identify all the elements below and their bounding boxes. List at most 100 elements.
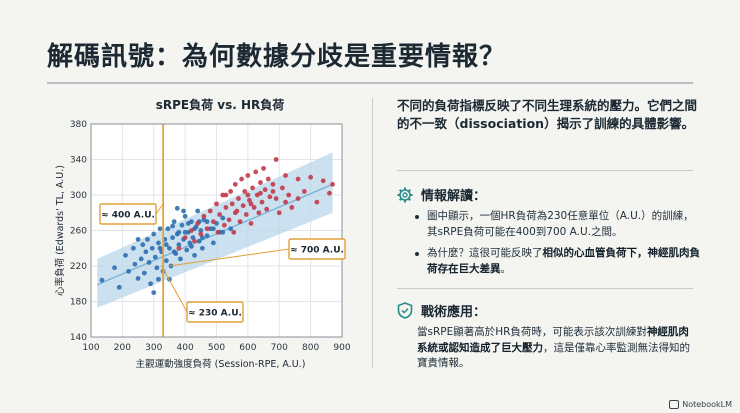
x-tick-label: 300 (145, 343, 162, 353)
data-point (182, 229, 188, 235)
data-point (270, 181, 276, 187)
annotation-label: ≈ 230 A.U. (188, 309, 242, 319)
notebooklm-logo-icon (669, 400, 680, 409)
tactical-heading: 戰術應用： (397, 301, 486, 320)
annotation-leader (160, 264, 188, 313)
data-point (221, 222, 227, 228)
section-divider (397, 288, 693, 289)
data-point (207, 208, 213, 214)
data-point (215, 229, 221, 235)
shield-icon (397, 302, 413, 319)
data-point (182, 213, 188, 219)
annotation-700: ≈ 700 A.U. (288, 238, 346, 260)
data-point (259, 199, 265, 205)
data-point (210, 240, 216, 246)
data-point (189, 228, 194, 233)
data-point (223, 205, 229, 210)
data-point (327, 190, 332, 196)
tactical-bold: 神經肌肉系統或認知造成了巨大壓力 (417, 326, 689, 354)
data-point (236, 196, 241, 201)
annotation-leader (169, 248, 290, 267)
data-point (240, 203, 246, 209)
data-point (264, 206, 270, 212)
data-point (295, 196, 301, 201)
data-point (157, 245, 163, 251)
data-point (220, 215, 226, 221)
y-tick-label: 220 (70, 262, 87, 272)
data-point (273, 196, 279, 201)
data-point (283, 173, 288, 178)
data-point (116, 284, 122, 290)
data-point (170, 223, 175, 229)
data-point (171, 219, 177, 225)
insight-heading-label: 情報解讀： (421, 189, 487, 204)
data-point (295, 176, 301, 182)
data-point (258, 180, 263, 185)
intro-text: 不同的負荷指標反映了不同生理系統的壓力。它們之間的不一致（dissociatio… (397, 98, 698, 131)
data-point (126, 268, 132, 274)
data-point (156, 240, 161, 246)
y-tick-label: 340 (70, 156, 87, 166)
data-point (154, 265, 160, 271)
data-point (232, 210, 238, 216)
data-point (151, 290, 157, 296)
data-point (198, 228, 204, 233)
data-point (229, 201, 235, 207)
data-point (217, 212, 223, 217)
insight-bullet-2-bold: 相似的心血管負荷下，神經肌肉負荷存在巨大差異 (427, 247, 700, 275)
data-point (276, 210, 282, 216)
chart-axes: 100 200 300 400 500 600 700 800 900 140 180 220 260 3… (54, 120, 351, 370)
y-axis-label: 心率負荷 (Edwards' TL, A.U.) (54, 165, 66, 296)
data-point (156, 276, 161, 282)
column-divider (372, 98, 373, 368)
data-point (258, 190, 263, 196)
slide-title: 解碼訊號：為何數據分歧是重要情報？ (47, 42, 507, 72)
data-point (195, 221, 201, 226)
x-tick-label: 700 (271, 343, 288, 353)
data-point (174, 205, 180, 211)
tactical-text: 當sRPE顯著高於HR負荷時，可能表示該次訓練對神經肌肉系統或認知造成了巨大壓力… (417, 325, 697, 372)
data-point (245, 173, 251, 178)
data-point (320, 178, 326, 184)
chart-title: sRPE負荷 vs. HR負荷 (155, 98, 285, 112)
y-tick-label: 380 (70, 120, 87, 130)
data-point (330, 181, 335, 187)
data-point (204, 233, 210, 239)
data-point (170, 235, 175, 241)
data-point (145, 236, 150, 242)
regression-line (96, 183, 333, 286)
x-tick-label: 200 (114, 343, 131, 353)
data-point (171, 249, 177, 255)
data-point (196, 238, 202, 244)
x-tick-label: 900 (333, 343, 350, 353)
data-point (220, 229, 226, 235)
data-point (273, 157, 279, 162)
data-point (148, 281, 154, 287)
data-point (195, 208, 201, 214)
data-point (141, 270, 147, 276)
x-tick-label: 800 (302, 343, 319, 353)
data-point (253, 169, 259, 175)
data-point (189, 244, 194, 249)
insight-heading: 情報解讀： (397, 185, 486, 204)
data-point (181, 208, 186, 214)
data-point (265, 176, 271, 182)
insight-list: 圖中顯示，一個HR負荷為230任意單位（A.U.）的訓練，其sRPE負荷可能在4… (413, 209, 703, 283)
y-tick-label: 300 (70, 191, 87, 201)
x-tick-label: 600 (239, 343, 256, 353)
data-point (231, 229, 237, 235)
chart-annotations: ≈ 400 A.U. ≈ 700 A.U. ≈ 230 A.U. (99, 203, 346, 323)
data-point (283, 199, 288, 205)
data-point (245, 192, 251, 198)
scatter-points (99, 157, 335, 296)
x-tick-label: 400 (177, 343, 194, 353)
data-point (228, 189, 234, 194)
section-divider (397, 170, 693, 171)
data-point (210, 219, 216, 225)
x-tick-label: 100 (82, 343, 99, 353)
data-point (152, 254, 158, 260)
gear-icon (397, 187, 413, 202)
data-point (214, 201, 219, 207)
data-point (163, 242, 169, 248)
data-point (167, 245, 172, 251)
